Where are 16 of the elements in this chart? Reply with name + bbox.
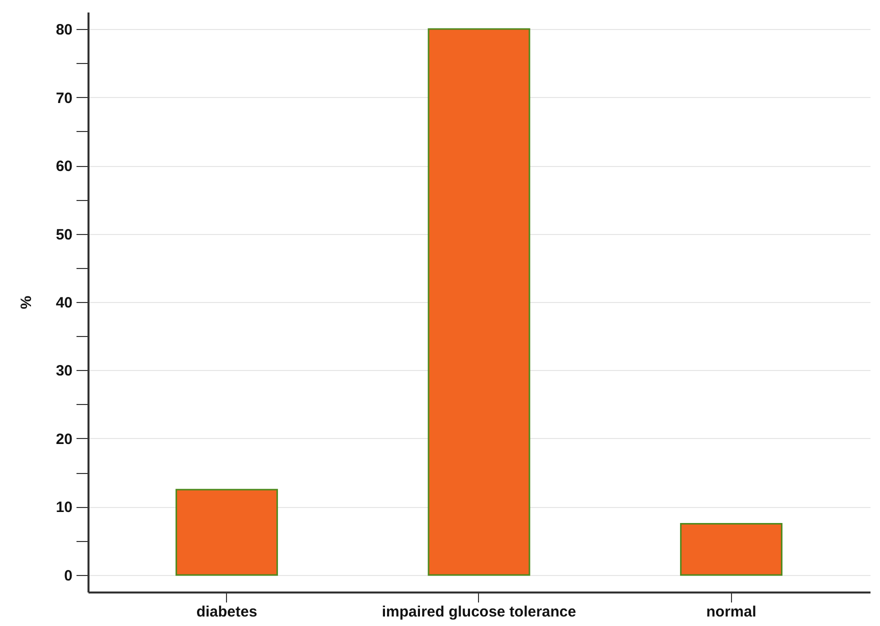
y-tick-label: 50 — [56, 226, 72, 244]
y-tick-label: 0 — [64, 567, 72, 584]
y-tick-label: 30 — [56, 362, 72, 380]
y-tick-label: 70 — [56, 90, 72, 107]
x-tick-label: diabetes — [196, 604, 258, 620]
y-axis-title: % — [18, 296, 35, 310]
x-tick-label: normal — [706, 604, 756, 620]
y-tick-label: 10 — [56, 499, 72, 516]
y-tick-label: 80 — [56, 22, 72, 39]
y-tick-label: 60 — [56, 158, 72, 176]
bar — [176, 488, 278, 576]
y-tick-label: 40 — [56, 294, 72, 312]
x-tick-label: impaired glucose tolerance — [382, 604, 576, 620]
y-tick-label: 20 — [56, 430, 72, 448]
bar — [680, 523, 782, 576]
bar — [428, 28, 530, 576]
